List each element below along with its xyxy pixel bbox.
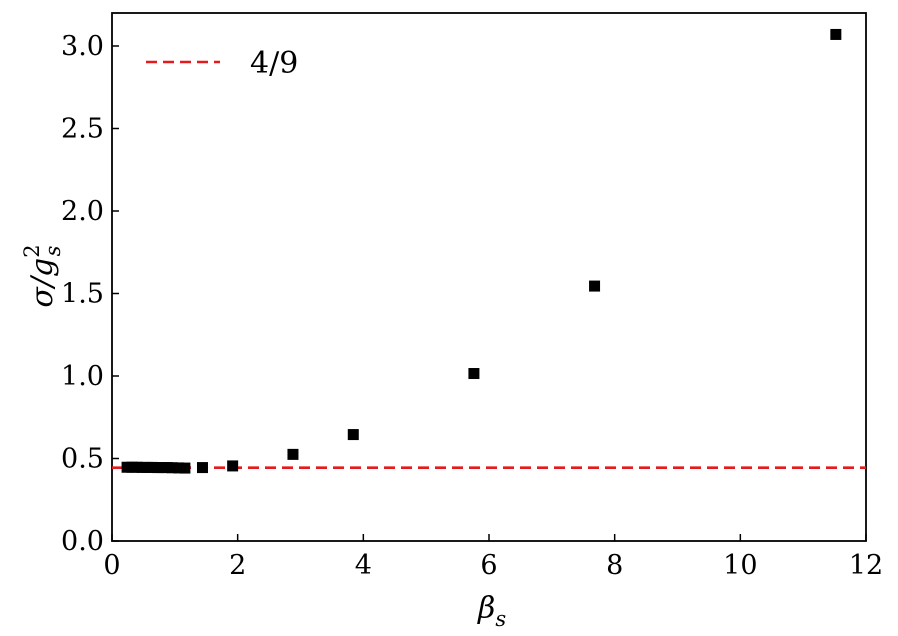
y-tick-label: 0.5 xyxy=(61,444,104,475)
y-tick-label: 3.0 xyxy=(61,31,104,62)
data-point xyxy=(179,462,191,474)
y-axis-label-superscript: 2 xyxy=(20,244,44,257)
data-point xyxy=(347,429,359,441)
x-axis-label-subscript: s xyxy=(495,607,506,631)
data-point xyxy=(830,28,842,40)
data-points xyxy=(121,28,842,474)
data-point xyxy=(166,462,178,474)
y-axis-label-subscript: s xyxy=(41,245,65,256)
y-tick-label: 0.0 xyxy=(61,526,104,557)
y-tick-label: 1.5 xyxy=(61,279,104,310)
x-tick-label: 8 xyxy=(606,550,623,581)
y-tick-label: 1.0 xyxy=(61,361,104,392)
x-tick-label: 4 xyxy=(355,550,372,581)
y-tick-label: 2.5 xyxy=(61,114,104,145)
data-point xyxy=(468,368,480,380)
data-point xyxy=(287,448,299,460)
y-axis-label: σ/g2s xyxy=(20,244,65,307)
data-point xyxy=(196,462,208,474)
plot-frame xyxy=(111,12,867,542)
x-tick-label: 0 xyxy=(103,550,120,581)
x-tick-label: 2 xyxy=(229,550,246,581)
x-axis-ticks: 0 2 4 6 8 10 12 xyxy=(103,534,883,581)
y-axis-ticks: 0.0 0.5 1.0 1.5 2.0 2.5 3.0 xyxy=(61,31,119,557)
data-point xyxy=(173,462,185,474)
data-point xyxy=(227,460,239,472)
legend-label: 4/9 xyxy=(250,46,298,81)
x-axis-label: βs xyxy=(477,591,506,631)
y-tick-label: 2.0 xyxy=(61,196,104,227)
data-point xyxy=(589,280,601,292)
x-tick-label: 12 xyxy=(849,550,883,581)
plot-area: 0 2 4 6 8 10 12 0.0 0.5 1.0 1.5 2.0 2.5 3.0 xyxy=(61,12,883,581)
x-tick-label: 10 xyxy=(723,550,757,581)
legend: 4/9 xyxy=(146,46,298,81)
x-tick-label: 6 xyxy=(480,550,497,581)
